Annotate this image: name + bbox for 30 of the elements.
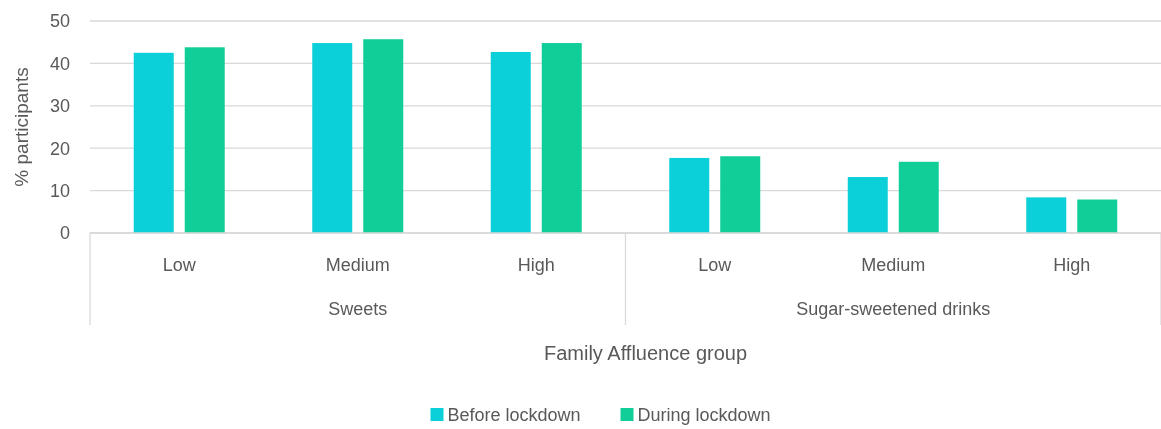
bar (363, 39, 404, 233)
y-tick-label: 40 (49, 53, 70, 74)
bar (669, 157, 710, 233)
x-tick-label: Medium (861, 255, 926, 275)
x-axis-title: Family Affluence group (543, 342, 748, 364)
x-tick-label: Medium (325, 255, 390, 275)
bar (312, 43, 353, 233)
bar (184, 47, 225, 233)
x-tick-label: Low (162, 255, 197, 275)
y-tick-label: 20 (49, 138, 70, 159)
x-tick-label: Low (698, 255, 733, 275)
y-tick-label: 0 (59, 223, 70, 244)
bar (541, 43, 582, 233)
legend-label: During lockdown (637, 405, 771, 425)
bar (1026, 197, 1067, 233)
x-tick-label: High (1053, 255, 1091, 275)
bar (720, 156, 761, 233)
text: Sweets (328, 299, 388, 319)
bar (490, 51, 531, 233)
y-tick-label: 10 (49, 180, 70, 201)
bar (898, 161, 939, 233)
text: Sugar-sweetened drinks (796, 299, 991, 319)
bar (133, 52, 174, 233)
y-axis-title: % participants (11, 67, 32, 187)
bar (1077, 199, 1118, 233)
y-tick-label: 50 (49, 11, 70, 32)
x-tick-label: High (517, 255, 555, 275)
legend-label: Before lockdown (447, 405, 581, 425)
y-tick-label: 30 (49, 96, 70, 117)
bar (847, 177, 888, 233)
